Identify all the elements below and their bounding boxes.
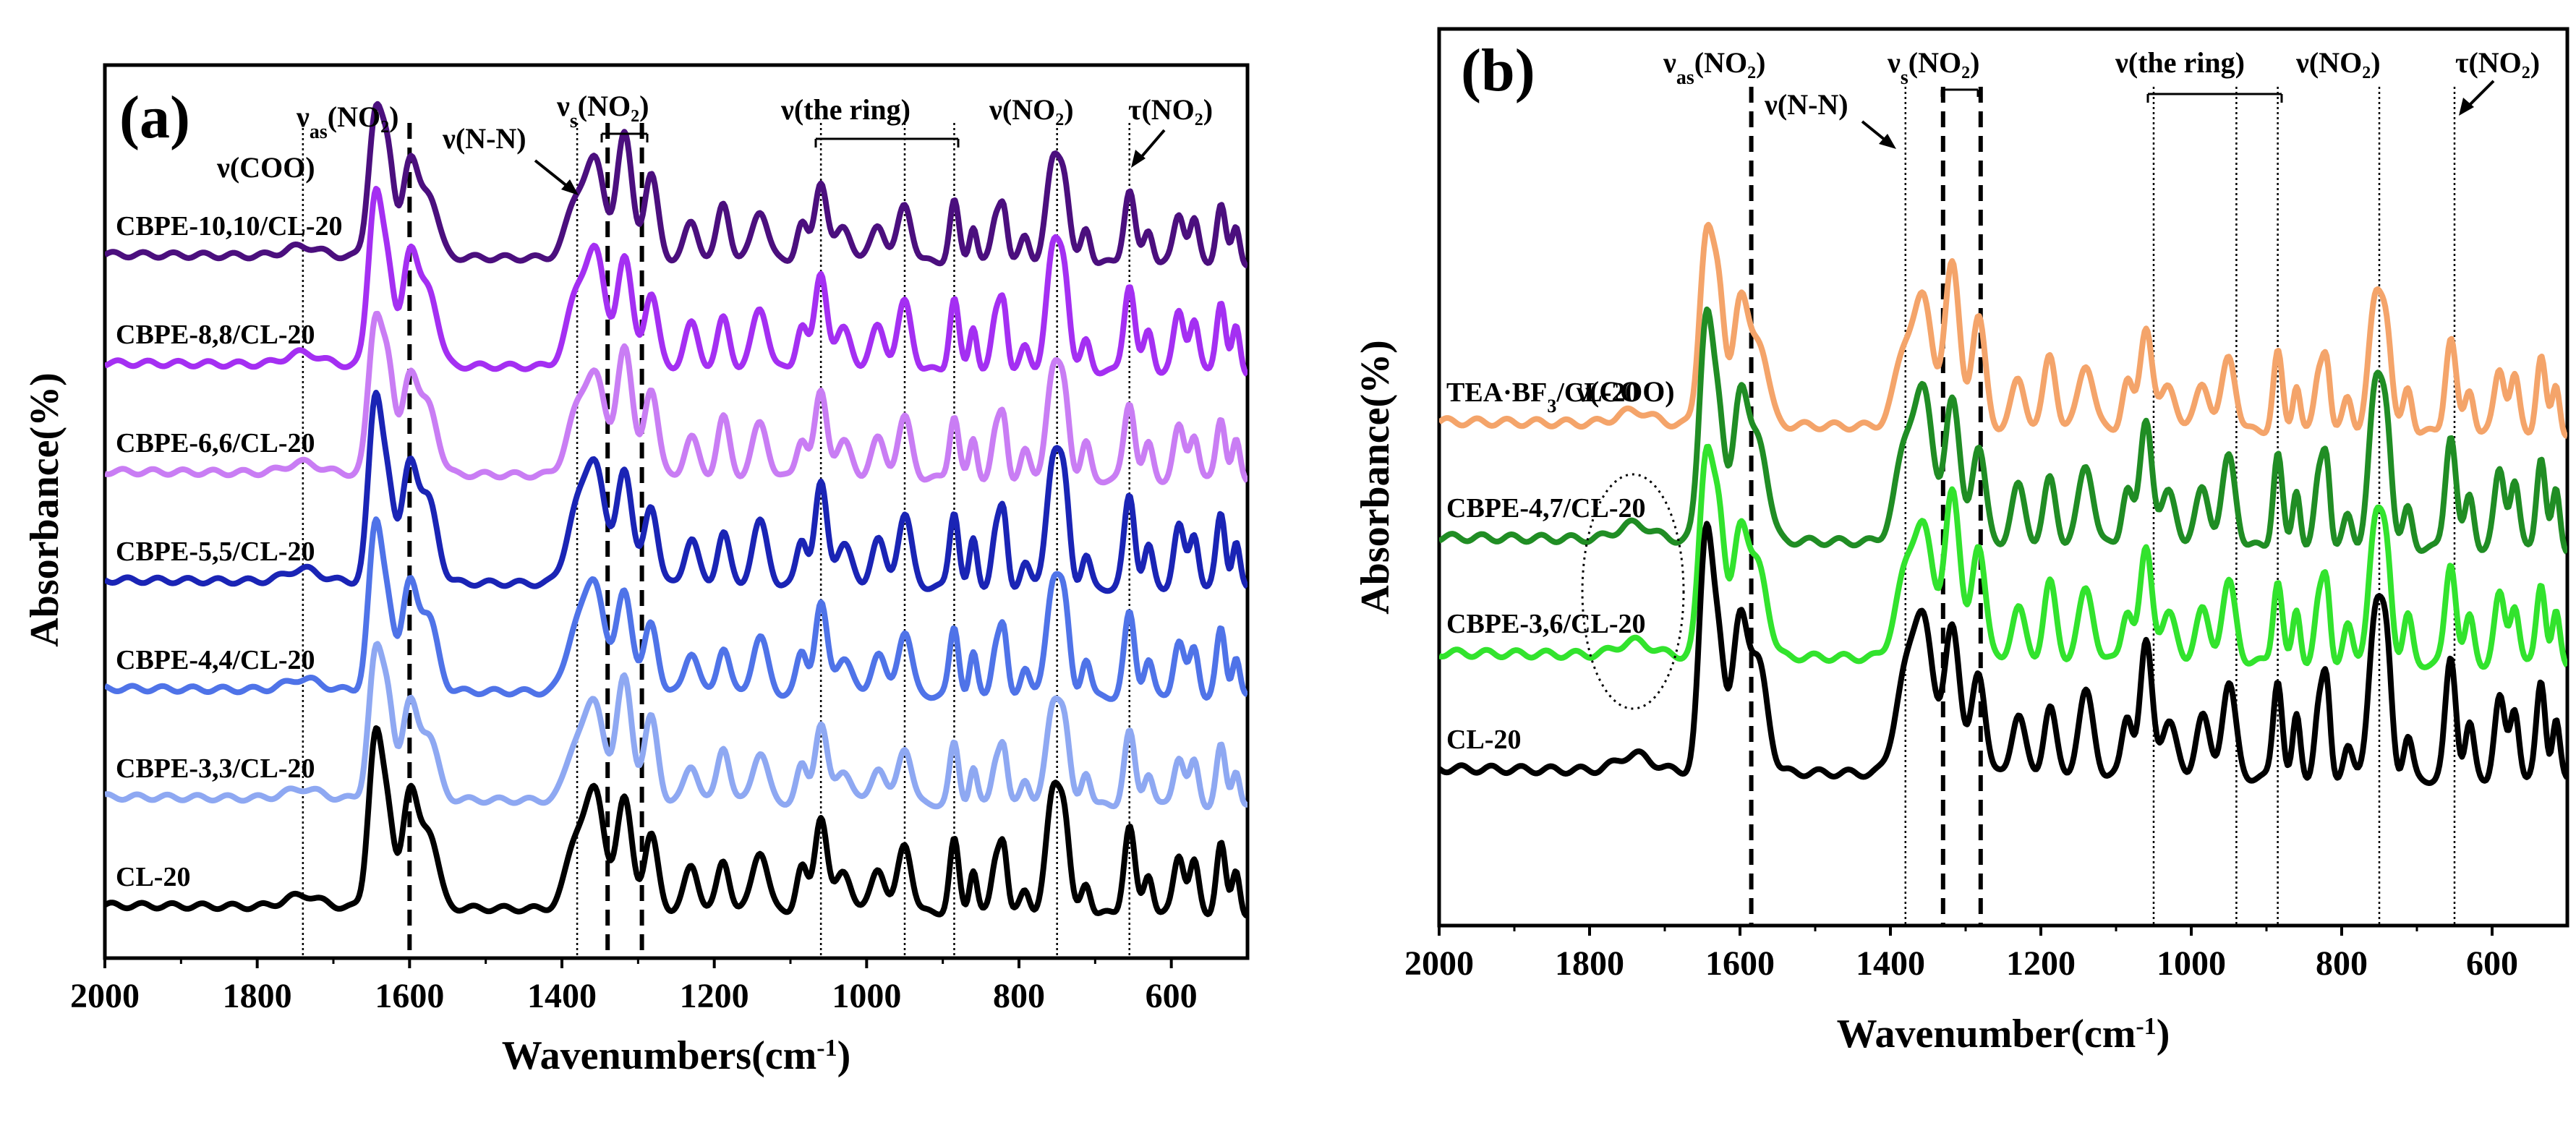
band-label-nn-a: ν(N-N) <box>442 122 526 155</box>
x-axis-a: 2000 1800 1600 1400 1200 1000 800 600 <box>70 958 1198 1015</box>
panel-label-a: (a) <box>119 84 190 151</box>
x-tick-label: 1400 <box>527 977 597 1015</box>
series-label: CBPE-4,7/CL-20 <box>1446 493 1646 524</box>
y-axis-title-a: Absorbance(%) <box>22 372 67 647</box>
x-axis-b: 2000 1800 1600 1400 1200 1000 800 600 <box>1404 926 2518 983</box>
series-label: CBPE-10,10/CL-20 <box>116 211 343 242</box>
spectra-b <box>1439 221 2567 786</box>
x-tick-label: 600 <box>1146 977 1198 1015</box>
reference-lines-a <box>302 123 1130 958</box>
series-label: CBPE-4,4/CL-20 <box>116 645 315 675</box>
bracket-nu-s-b <box>1940 88 1979 97</box>
spectra-a <box>105 101 1248 919</box>
band-label-nu-as-no2-b: νas(NO₂) <box>1663 46 1765 89</box>
band-label-ring-a: ν(the ring) <box>780 93 910 126</box>
series-label: CBPE-3,6/CL-20 <box>1446 609 1646 639</box>
arrow-tau-b <box>2465 80 2495 110</box>
spectrum-line <box>105 186 1248 377</box>
band-label-nu-s-no2-b: νs(NO₂) <box>1887 46 1979 89</box>
band-label-coo-b: ν(COO) <box>1576 375 1675 408</box>
band-label-tau-no2-a: τ(NO₂) <box>1128 93 1213 126</box>
band-label-coo-a: ν(COO) <box>216 151 315 184</box>
spectrum-line <box>1439 521 2567 786</box>
arrow-nn-a <box>534 159 573 191</box>
series-labels-b: TEA·BF3/CL-20 CBPE-4,7/CL-20 CBPE-3,6/CL-2… <box>1446 377 1646 755</box>
bracket-ring-a <box>814 137 960 148</box>
x-tick-label: 1200 <box>680 977 749 1015</box>
x-tick-label: 800 <box>993 977 1045 1015</box>
arrowhead-nn-a <box>561 179 579 195</box>
arrow-tau-a <box>1137 129 1166 162</box>
series-label: CL-20 <box>116 862 190 892</box>
series-labels-a: CBPE-10,10/CL-20 CBPE-8,8/CL-20 CBPE-6,6/C… <box>116 211 343 892</box>
spectrum-line <box>105 516 1248 702</box>
bracket-nu-s-a <box>600 132 649 142</box>
panel-label-b: (b) <box>1461 37 1535 104</box>
band-label-nu-no2-a: ν(NO₂) <box>989 93 1074 126</box>
x-axis-title-a: Wavenumbers(cm-1) <box>502 1033 851 1078</box>
spectrum-line <box>1439 306 2567 555</box>
x-tick-label: 2000 <box>1404 944 1474 983</box>
band-label-nu-s-no2-a: νs(NO₂) <box>556 90 649 132</box>
x-tick-label: 1600 <box>1705 944 1775 983</box>
arrowhead-tau-a <box>1131 150 1146 168</box>
series-label: CBPE-5,5/CL-20 <box>116 537 315 567</box>
series-label: TEA·BF3/CL-20 <box>1446 377 1639 417</box>
reference-lines-b <box>1749 87 2456 926</box>
band-label-tau-no2-b: τ(NO₂) <box>2455 46 2540 79</box>
bracket-ring-b <box>2146 93 2283 103</box>
spectrum-line <box>105 641 1248 811</box>
y-axis-title-b: Absorbance(%) <box>1353 340 1398 615</box>
spectrum-line <box>105 310 1248 486</box>
spectrum-line <box>105 725 1248 919</box>
plot-frame-a <box>103 63 1250 960</box>
series-label: CBPE-6,6/CL-20 <box>116 428 315 458</box>
coo-ellipse-b <box>1581 473 1685 710</box>
x-tick-label: 1400 <box>1856 944 1925 983</box>
arrowhead-nn-b <box>1879 134 1896 149</box>
arrowhead-tau-b <box>2459 98 2474 116</box>
plot-frame-b <box>1437 27 2569 928</box>
spectrum-line <box>1439 221 2567 439</box>
x-tick-label: 1600 <box>375 977 444 1015</box>
x-tick-label: 2000 <box>70 977 140 1015</box>
band-label-ring-b: ν(the ring) <box>2115 46 2245 79</box>
spectrum-line <box>105 101 1248 269</box>
panel-a: 2000 1800 1600 1400 1200 1000 800 600 CBPE-10,1… <box>22 63 1250 1078</box>
x-tick-label: 800 <box>2316 944 2368 983</box>
x-tick-label: 1200 <box>2006 944 2076 983</box>
x-tick-label: 1000 <box>2157 944 2226 983</box>
series-label: CBPE-3,3/CL-20 <box>116 753 315 784</box>
band-label-nn-b: ν(N-N) <box>1764 88 1848 121</box>
x-tick-label: 1800 <box>1555 944 1624 983</box>
x-tick-label: 1000 <box>832 977 901 1015</box>
panel-b: 2000 1800 1600 1400 1200 1000 800 600 TEA·BF3/C… <box>1353 27 2569 1056</box>
x-axis-title-b: Wavenumber(cm-1) <box>1837 1012 2170 1056</box>
spectrum-line <box>1439 443 2567 670</box>
band-label-nu-no2-b: ν(NO₂) <box>2295 46 2381 79</box>
x-tick-label: 1800 <box>223 977 292 1015</box>
spectrum-line <box>105 390 1248 594</box>
series-label: CL-20 <box>1446 725 1521 755</box>
x-tick-label: 600 <box>2466 944 2518 983</box>
band-label-nu-as-no2-a: νas(NO₂) <box>296 101 398 143</box>
series-label: CBPE-8,8/CL-20 <box>116 320 315 350</box>
